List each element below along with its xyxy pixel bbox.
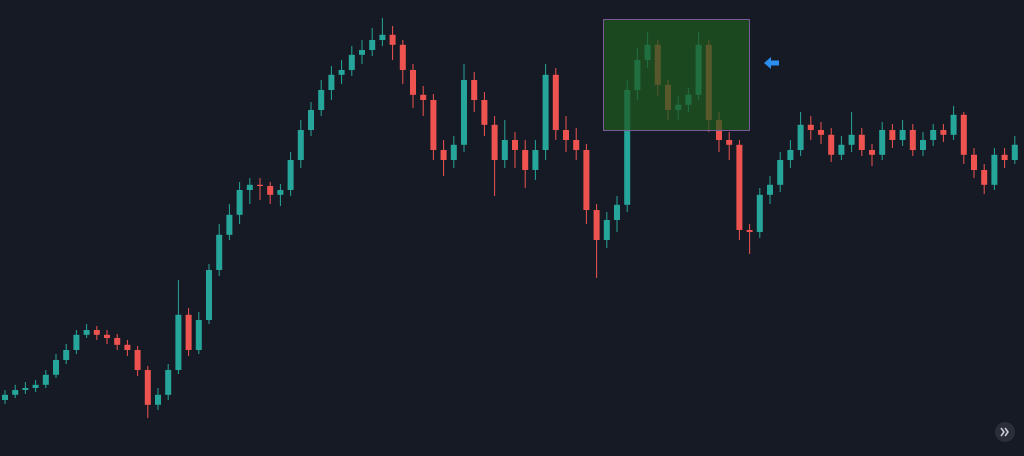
candle-body	[971, 154, 977, 170]
candle-body	[308, 110, 314, 130]
candle-body	[359, 50, 365, 55]
candle-body	[450, 144, 457, 160]
candle-body	[1001, 154, 1008, 160]
candle-body	[920, 140, 926, 150]
candle-body	[185, 314, 192, 350]
candle-body	[216, 234, 223, 270]
candle-body	[236, 190, 243, 215]
candle-body	[614, 204, 620, 220]
candle-body	[124, 344, 131, 350]
candle-body	[746, 230, 753, 232]
candle-body	[930, 130, 937, 140]
candle-body	[899, 130, 906, 140]
candle-body	[573, 140, 580, 150]
candle-body	[348, 54, 355, 70]
candle-body	[93, 330, 100, 335]
candle-body	[858, 134, 865, 150]
candle-body	[206, 270, 212, 320]
candle-body	[195, 320, 202, 350]
candle-body	[869, 150, 875, 155]
candle-body	[42, 374, 49, 385]
candle-body	[501, 140, 508, 160]
arrow-marker	[764, 57, 779, 69]
candle-body	[807, 124, 814, 130]
candle-body	[603, 220, 610, 240]
candle-body	[277, 190, 284, 195]
candle-body	[981, 170, 988, 185]
candle-body	[338, 70, 345, 75]
candle-body	[726, 140, 733, 145]
candle-body	[63, 350, 70, 360]
candle-body	[787, 150, 794, 160]
candle-body	[257, 184, 263, 186]
scroll-button-bg[interactable]	[995, 422, 1015, 442]
candle-body	[1011, 144, 1018, 160]
candle-body	[960, 114, 967, 155]
candle-body	[175, 314, 182, 370]
candle-body	[53, 360, 59, 375]
candle-body	[328, 74, 335, 90]
candle-body	[522, 150, 529, 170]
candle-body	[767, 184, 773, 195]
candle-body	[2, 394, 8, 400]
candle-body	[246, 184, 253, 190]
candle-body	[889, 130, 896, 140]
candle-body	[144, 370, 151, 405]
candle-body	[512, 140, 518, 150]
candle-body	[593, 210, 600, 240]
candle-body	[838, 144, 845, 155]
candle-body	[73, 334, 80, 350]
candle-body	[797, 124, 804, 150]
candle-body	[420, 94, 427, 100]
scroll-button-icon[interactable]	[1000, 427, 1009, 437]
candle-body	[461, 80, 467, 145]
candle-body	[12, 390, 19, 395]
candle-body	[481, 100, 488, 125]
candle-body	[563, 130, 569, 140]
candle-body	[940, 130, 947, 135]
candle-body	[32, 384, 39, 388]
candle-body	[399, 44, 406, 70]
candle-body	[624, 90, 631, 205]
candle-body	[583, 150, 590, 210]
candle-body	[267, 186, 274, 195]
candle-body	[389, 34, 396, 45]
candle-body	[471, 80, 478, 100]
candle-body	[83, 330, 90, 335]
candle-body	[879, 130, 886, 155]
candle-body	[440, 150, 447, 160]
candle-body	[297, 130, 304, 160]
candle-body	[379, 34, 386, 40]
candle-body	[134, 350, 141, 370]
candle-body	[318, 90, 325, 110]
candle-body	[491, 124, 498, 160]
candle-body	[909, 130, 916, 150]
candle-body	[155, 394, 161, 405]
candle-body	[542, 74, 549, 150]
candle-body	[552, 74, 559, 130]
candle-body	[991, 154, 998, 185]
candle-body	[756, 194, 763, 232]
candle-body	[950, 114, 957, 135]
candle-body	[104, 334, 110, 338]
candle-body	[736, 144, 743, 230]
candle-body	[818, 130, 824, 135]
highlight-box	[603, 19, 750, 131]
candle-body	[777, 160, 784, 185]
candle-body	[22, 388, 29, 390]
candle-body	[430, 100, 437, 150]
candle-body	[410, 70, 416, 95]
candle-body	[848, 134, 855, 145]
scroll-button[interactable]	[995, 422, 1015, 442]
candle-body	[287, 160, 294, 190]
candle-body	[369, 40, 376, 50]
candle-body	[226, 214, 233, 235]
candle-body	[828, 134, 835, 155]
candle-body	[165, 370, 172, 395]
candle-body	[114, 338, 121, 345]
candle-body	[532, 150, 539, 170]
